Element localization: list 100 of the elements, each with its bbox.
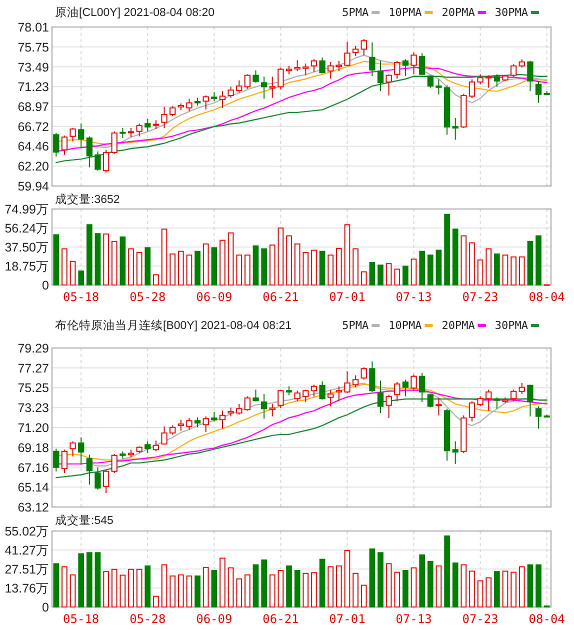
chart-title: 成交量:545 (55, 513, 114, 527)
candlestick (452, 117, 458, 140)
bar (278, 570, 284, 608)
y-tick-label: 37.50万 (4, 240, 49, 254)
bar (202, 566, 209, 608)
candlestick (244, 74, 251, 90)
bar (319, 250, 326, 286)
candlestick (336, 386, 342, 402)
candlestick (186, 418, 192, 430)
bar (70, 574, 76, 608)
bar (311, 250, 317, 286)
candlestick (102, 149, 110, 174)
bar (78, 270, 84, 286)
bar (394, 268, 400, 286)
bar (494, 571, 500, 608)
candlestick (86, 136, 93, 168)
bar (386, 563, 392, 608)
candlestick (178, 419, 184, 432)
bar (94, 233, 101, 286)
legend-label: 10PMA (388, 6, 422, 19)
candlestick (211, 92, 218, 102)
bar (186, 576, 192, 608)
candlestick (302, 389, 309, 402)
candlestick (161, 106, 168, 129)
bar (153, 596, 159, 608)
bar (261, 248, 267, 286)
bar (436, 250, 442, 286)
candlestick (477, 396, 484, 407)
bar (419, 554, 426, 608)
y-tick-label: 79.29 (18, 342, 50, 356)
bar (269, 244, 276, 286)
bar (136, 568, 142, 608)
candlestick (278, 389, 284, 408)
bar (53, 563, 60, 608)
candlestick (369, 360, 376, 392)
candlestick (111, 130, 118, 154)
legend-label: 10PMA (388, 319, 422, 332)
candlestick (228, 86, 234, 98)
bar (62, 566, 68, 608)
candlestick (278, 67, 284, 90)
candlestick (328, 61, 334, 80)
x-tick-label: 06-21 (262, 290, 299, 304)
candlestick (410, 374, 417, 392)
bar (103, 571, 109, 608)
bar (294, 243, 300, 286)
candlestick (436, 397, 442, 416)
candlestick (310, 58, 318, 72)
bar (144, 565, 151, 608)
candlestick (269, 76, 276, 98)
candlestick (402, 58, 409, 77)
bar (161, 228, 168, 286)
bar (436, 565, 442, 608)
y-tick-label: 66.72 (18, 120, 50, 134)
bar (194, 250, 200, 286)
bar (211, 247, 218, 286)
bar (378, 264, 384, 286)
bar (111, 240, 118, 286)
bar (527, 564, 534, 608)
candlestick (78, 123, 84, 149)
candlestick (419, 52, 426, 76)
bar (518, 566, 525, 608)
bar (502, 254, 508, 286)
bar (410, 567, 417, 608)
bar (360, 271, 367, 286)
candlestick (219, 410, 226, 430)
y-tick-label: 64.46 (18, 140, 50, 154)
bar (302, 572, 309, 608)
y-tick-label: 67.16 (18, 460, 50, 475)
y-tick-label: 74.99万 (4, 202, 49, 216)
y-tick-label: 63.12 (18, 500, 50, 514)
bar (369, 548, 376, 608)
legend-label: 5PMA (342, 319, 369, 332)
bar (378, 552, 384, 608)
bar (153, 274, 159, 286)
chart-title: 布伦特原油当月连续[B00Y] 2021-08-04 08:21 (55, 319, 292, 332)
candlestick (53, 448, 60, 472)
candlestick (136, 123, 142, 137)
y-tick-label: 65.14 (18, 480, 50, 495)
candlestick (61, 449, 68, 474)
legend-label: 20PMA (442, 319, 476, 332)
candlestick (319, 57, 326, 74)
candlestick (386, 394, 392, 419)
y-tick-label: 0 (42, 278, 50, 292)
candlestick (494, 396, 500, 410)
bar (161, 564, 168, 608)
bar (328, 254, 334, 286)
bar (211, 570, 218, 608)
legend-label: 30PMA (494, 319, 528, 332)
y-tick-label: 68.97 (18, 100, 50, 114)
chart-title: 原油[CL00Y] 2021-08-04 08:20 (55, 6, 215, 19)
bar (144, 247, 151, 286)
candlestick (344, 370, 350, 394)
x-tick-label: 07-13 (396, 612, 432, 626)
bar (452, 228, 458, 286)
bar (86, 224, 92, 286)
bar (236, 578, 242, 608)
candlestick (344, 41, 350, 66)
bar (352, 248, 358, 286)
bar (136, 252, 142, 286)
y-tick-label: 59.94 (18, 180, 50, 194)
